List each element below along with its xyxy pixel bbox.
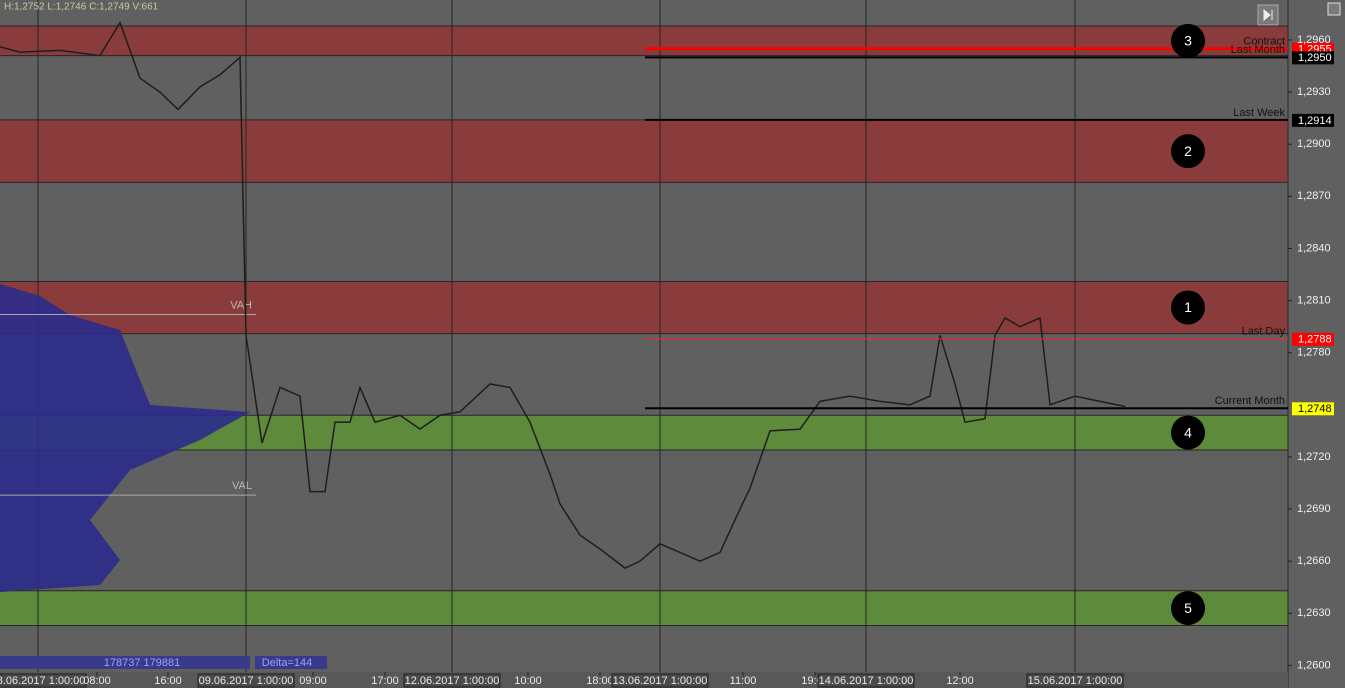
y-tick-label: 1,2630 <box>1297 607 1331 619</box>
date-box <box>1026 673 1124 688</box>
y-tick-label: 1,2690 <box>1297 503 1331 515</box>
y-tick-label: 1,2660 <box>1297 555 1331 567</box>
price-tag-label: 1,2914 <box>1298 115 1332 127</box>
date-box <box>0 673 87 688</box>
y-tick-label: 1,2960 <box>1297 34 1331 46</box>
header: H:1,2752 L:1,2746 C:1,2749 V:661 <box>4 2 159 13</box>
price-tag-label: 1,2950 <box>1298 52 1332 64</box>
volume-profile <box>0 284 250 592</box>
level-name: Last Day <box>1242 326 1286 338</box>
price-tag <box>1292 332 1334 346</box>
zones <box>0 25 1288 626</box>
level-name: Current Month <box>1215 395 1285 407</box>
delta-box <box>255 656 327 669</box>
date-box <box>817 673 915 688</box>
value-area-label: VAL <box>232 480 252 492</box>
zone <box>0 26 1288 56</box>
zone-marker-label: 4 <box>1184 424 1192 440</box>
y-tick-label: 1,2930 <box>1297 86 1331 98</box>
y-tick-label: 1,2840 <box>1297 242 1331 254</box>
scroll-icon <box>1263 8 1273 22</box>
zone-marker <box>1171 23 1205 58</box>
zone-marker <box>1171 134 1205 169</box>
zone-marker-label: 5 <box>1184 600 1192 616</box>
zone <box>0 119 1288 183</box>
price-tag-label: 1,2748 <box>1298 403 1332 415</box>
zone <box>0 281 1288 334</box>
price-line <box>0 20 1126 569</box>
x-tick-label: 17:00 <box>371 675 399 687</box>
zone-marker-label: 3 <box>1184 33 1192 49</box>
price-tag <box>1292 51 1334 65</box>
date-box <box>197 673 295 688</box>
zone-marker <box>1171 415 1205 450</box>
x-tick-label: 09.06.2017 1:00:00 <box>199 675 294 687</box>
value-area-label: VAH <box>230 299 252 311</box>
price-tag <box>1292 113 1334 127</box>
price-tag <box>1292 402 1334 416</box>
y-tick-label: 1,2900 <box>1297 138 1331 150</box>
level-name: Last Month <box>1231 44 1285 56</box>
x-tick-label: 18:00 <box>586 675 614 687</box>
x-tick-label: 15.06.2017 1:00:00 <box>1028 675 1123 687</box>
x-tick-label: 08:00 <box>83 675 111 687</box>
profile-text: 178737 179881 <box>104 657 180 669</box>
price-tag-label: 1,2788 <box>1298 334 1332 346</box>
x-tick-label: 14.06.2017 1:00:00 <box>819 675 914 687</box>
delta-text: Delta=144 <box>262 657 312 669</box>
zone-marker <box>1171 290 1205 325</box>
x-tick-label: 10:00 <box>514 675 542 687</box>
y-tick-label: 1,2870 <box>1297 190 1331 202</box>
zone-marker-label: 1 <box>1184 299 1192 315</box>
x-tick-label: 12.06.2017 1:00:00 <box>405 675 500 687</box>
y-tick-label: 1,2720 <box>1297 451 1331 463</box>
level-name: Last Week <box>1233 107 1285 119</box>
y-tick-label: 1,2600 <box>1297 659 1331 671</box>
zone <box>0 590 1288 626</box>
y-tick-label: 1,2780 <box>1297 347 1331 359</box>
x-tick-label: 11:00 <box>730 675 757 687</box>
zone-marker <box>1171 591 1205 626</box>
profile-box <box>0 656 250 669</box>
date-box <box>403 673 501 688</box>
x-tick-label: 09:00 <box>299 675 327 687</box>
date-box <box>611 673 709 688</box>
x-tick-label: 13.06.2017 1:00:00 <box>613 675 708 687</box>
y-tick-label: 1,2810 <box>1297 294 1331 306</box>
menu-button[interactable] <box>1327 2 1341 16</box>
x-tick-label: 12:00 <box>946 675 974 687</box>
zone-marker-label: 2 <box>1184 143 1192 159</box>
x-tick-label: 08.06.2017 1:00:00 <box>0 675 85 687</box>
x-tick-label: 16:00 <box>154 675 182 687</box>
level-name: Contract <box>1243 36 1285 48</box>
